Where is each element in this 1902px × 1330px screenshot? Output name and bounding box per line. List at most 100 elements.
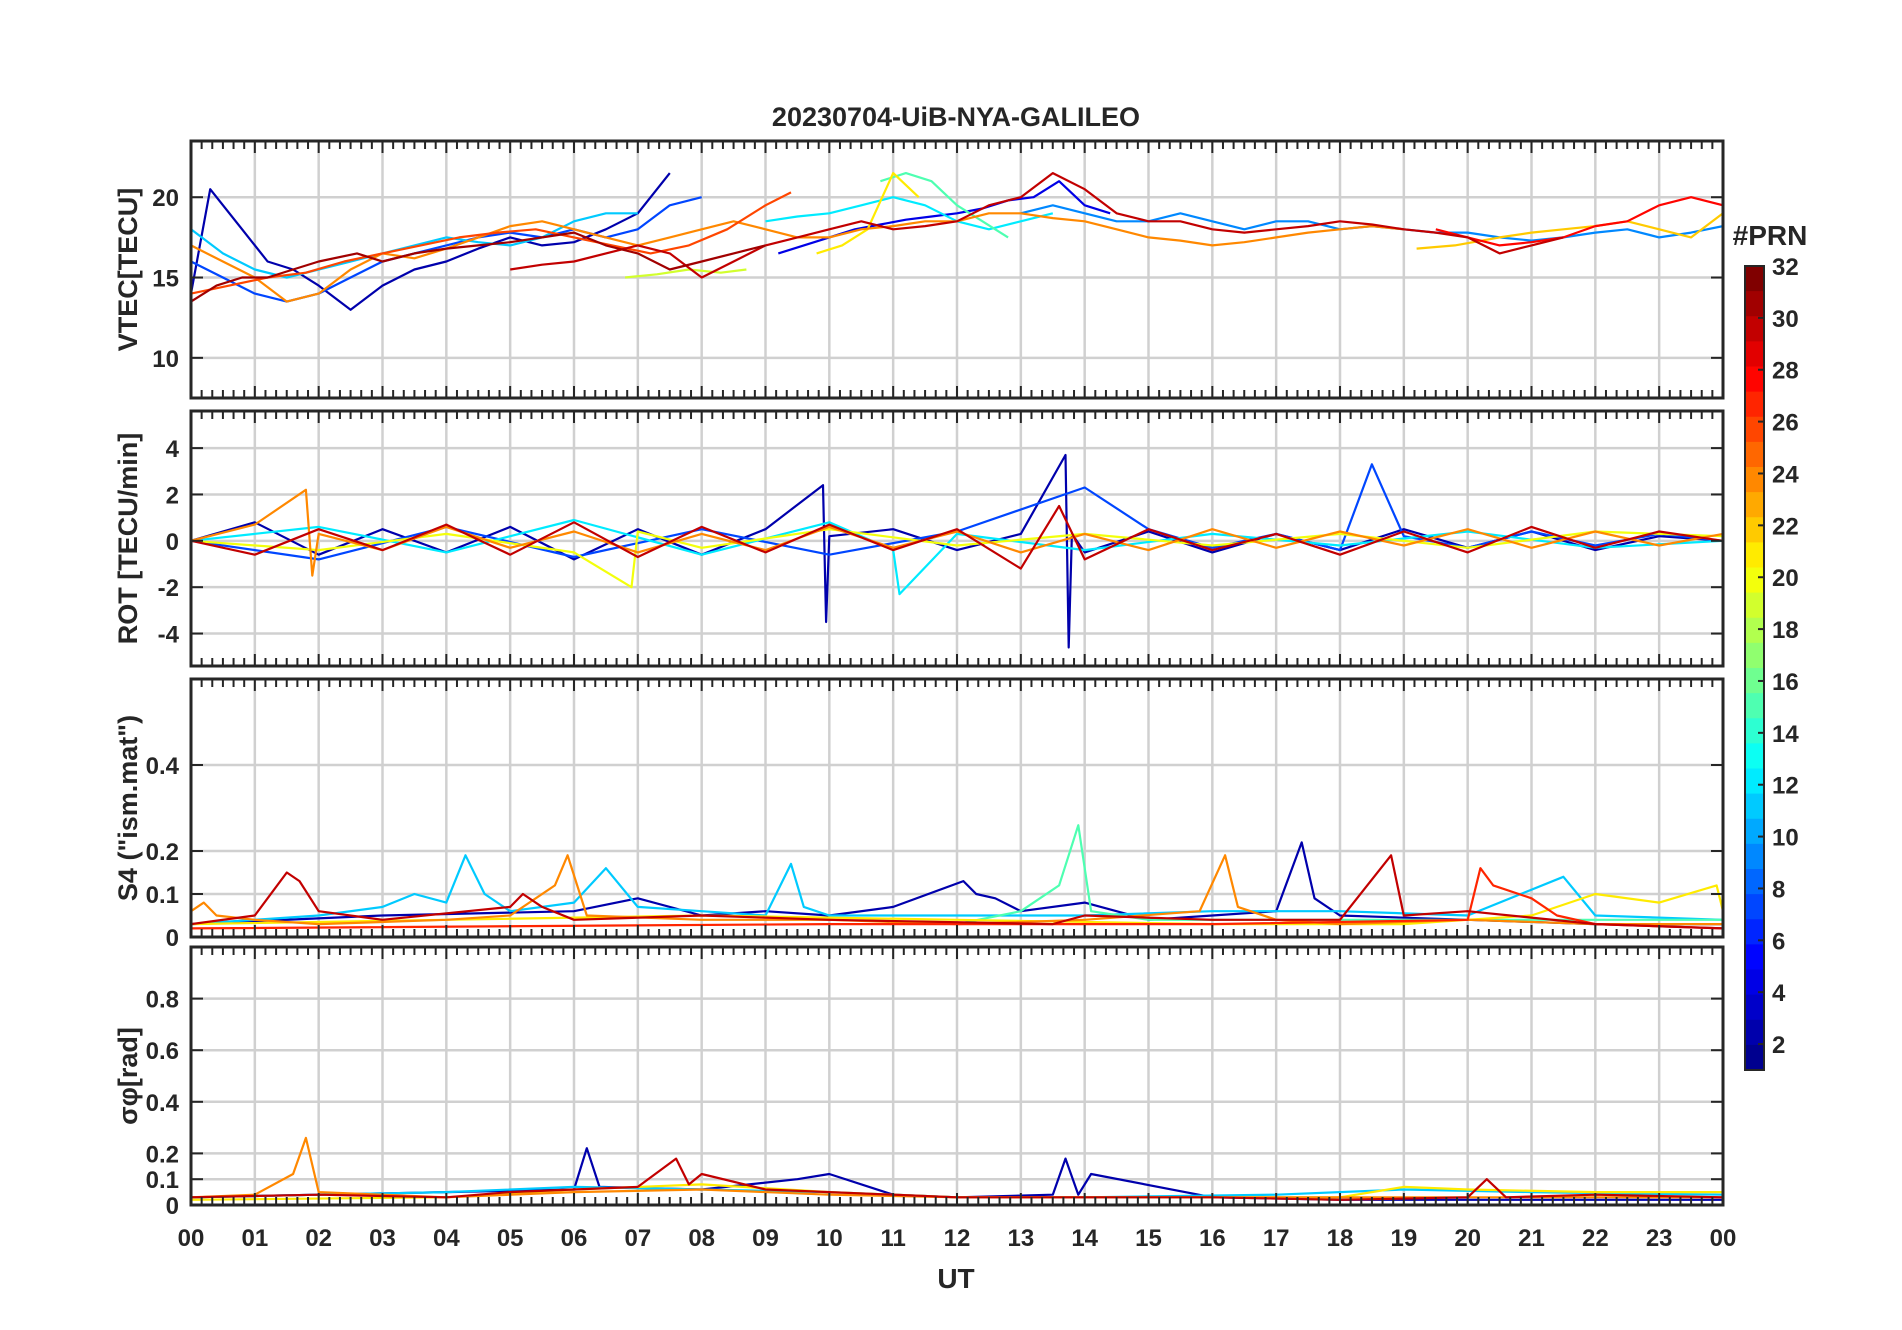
x-tick-label: 04: [433, 1225, 460, 1252]
x-tick-label: 15: [1135, 1225, 1162, 1252]
colorbar-segment: [1745, 542, 1764, 569]
y-tick-label: 0.6: [146, 1038, 179, 1065]
x-axis-label: UT: [937, 1263, 974, 1294]
x-tick-label: 12: [944, 1225, 971, 1252]
y-tick-label: 0.8: [146, 987, 179, 1014]
series-line-prn-11: [191, 854, 1723, 926]
x-tick-label: 00: [178, 1225, 205, 1252]
colorbar-segment: [1745, 944, 1764, 971]
y-tick-label: 0.1: [146, 882, 179, 909]
series-line-prn-7: [191, 463, 1723, 561]
colorbar-tick-label: 26: [1772, 410, 1799, 437]
x-tick-label: 03: [369, 1225, 396, 1252]
y-tick-label: 0: [166, 1193, 179, 1220]
x-tick-label: 21: [1518, 1225, 1545, 1252]
x-tick-label: 18: [1327, 1225, 1354, 1252]
colorbar-segment: [1745, 843, 1764, 870]
y-tick-label: 0.1: [146, 1167, 179, 1194]
x-tick-label: 17: [1263, 1225, 1290, 1252]
series-line-prn-30: [191, 1157, 1723, 1201]
series-line-prn-15: [880, 172, 1009, 239]
y-tick-label: 2: [166, 482, 179, 509]
series-line-prn-12: [765, 196, 1054, 231]
series-group: [191, 172, 1723, 311]
y-tick-label: 15: [152, 266, 179, 293]
y-tick-label: 4: [166, 436, 180, 463]
y-tick-label: 0: [166, 529, 179, 556]
x-tick-label: 00: [1710, 1225, 1737, 1252]
colorbar-tick-label: 2: [1772, 1032, 1785, 1059]
x-tick-label: 14: [1071, 1225, 1098, 1252]
series-line-prn-19: [624, 268, 747, 279]
colorbar-segment: [1745, 467, 1764, 493]
colorbar-segment: [1745, 869, 1764, 895]
colorbar-segment: [1745, 894, 1764, 920]
series-line-prn-26: [191, 191, 792, 295]
colorbar-segment: [1745, 668, 1764, 694]
x-tick-label: 10: [816, 1225, 843, 1252]
panel-s4: 0 0.1 0.2 0.4S4 ("ism.mat"): [113, 677, 1725, 952]
y-tick-label: 0: [166, 925, 179, 952]
y-axis-label-s4: S4 ("ism.mat"): [113, 715, 143, 901]
x-tick-label: 22: [1582, 1225, 1609, 1252]
series-line-prn-28: [1435, 196, 1723, 247]
colorbar-tick-label: 14: [1772, 721, 1799, 748]
colorbar-segment: [1745, 567, 1764, 594]
y-axis-label-rot: ROT [TECU/min]: [113, 433, 143, 644]
colorbar-segment: [1745, 768, 1764, 795]
y-tick-label: -4: [158, 622, 180, 649]
y-tick-label: 0.4: [146, 753, 180, 780]
colorbar-tick-label: 10: [1772, 825, 1799, 852]
y-tick-label: 0.2: [146, 1141, 179, 1168]
figure-title: 20230704-UiB-NYA-GALILEO: [772, 102, 1140, 132]
x-tick-label: 23: [1646, 1225, 1673, 1252]
colorbar-segment: [1745, 366, 1764, 393]
x-tick-label: 01: [241, 1225, 268, 1252]
y-tick-label: -2: [158, 575, 179, 602]
colorbar-segment: [1745, 316, 1764, 342]
colorbar-tick-label: 30: [1772, 306, 1799, 333]
x-tick-label: 08: [688, 1225, 715, 1252]
colorbar-segment: [1745, 743, 1764, 770]
series-line-prn-30: [191, 854, 1723, 930]
x-tick-label: 09: [752, 1225, 779, 1252]
colorbar-tick-label: 18: [1772, 617, 1799, 644]
colorbar-tick-label: 32: [1772, 254, 1799, 281]
colorbar-tick-label: 12: [1772, 773, 1799, 800]
colorbar-frame: [1744, 265, 1765, 1071]
x-tick-labels: 00 01 02 03 04 05 06 07 08 09 10 11 12 13 14 15 16 17 18 19…: [178, 1225, 1737, 1252]
colorbar-tick-label: 28: [1772, 358, 1799, 385]
colorbar-tick-label: 24: [1772, 461, 1799, 488]
series-line-prn-31: [191, 231, 766, 303]
colorbar-segment: [1745, 818, 1764, 845]
y-tick-label: 10: [152, 346, 179, 373]
colorbar-segment: [1745, 592, 1764, 619]
colorbar-tick-label: 20: [1772, 565, 1799, 592]
x-tick-label: 16: [1199, 1225, 1226, 1252]
colorbar-segment: [1745, 1044, 1764, 1071]
colorbar-tick-label: 8: [1772, 876, 1785, 903]
panel-rot: -4 -2 0 2 4 ROT [TECU/min]: [113, 409, 1725, 668]
y-axis-label-sigma_phi: σφ[rad]: [113, 1027, 143, 1125]
colorbar-segment: [1745, 416, 1764, 443]
colorbar-tick-label: 4: [1772, 980, 1786, 1007]
series-line-prn-30: [191, 504, 1723, 570]
y-tick-label: 0.2: [146, 839, 179, 866]
colorbar-segment: [1745, 341, 1764, 368]
y-tick-label: 0.4: [146, 1090, 180, 1117]
x-tick-label: 13: [1007, 1225, 1034, 1252]
colorbar-segment: [1745, 919, 1764, 945]
colorbar-segment: [1745, 718, 1764, 744]
colorbar-tick-label: 6: [1772, 928, 1785, 955]
colorbar-segment: [1745, 642, 1764, 669]
colorbar-segment: [1745, 492, 1764, 518]
colorbar-segment: [1745, 1019, 1764, 1046]
colorbar-segment: [1745, 266, 1764, 292]
x-tick-label: 05: [497, 1225, 524, 1252]
x-tick-label: 07: [624, 1225, 651, 1252]
colorbar-segment: [1745, 441, 1764, 468]
x-tick-label: 11: [880, 1225, 905, 1252]
